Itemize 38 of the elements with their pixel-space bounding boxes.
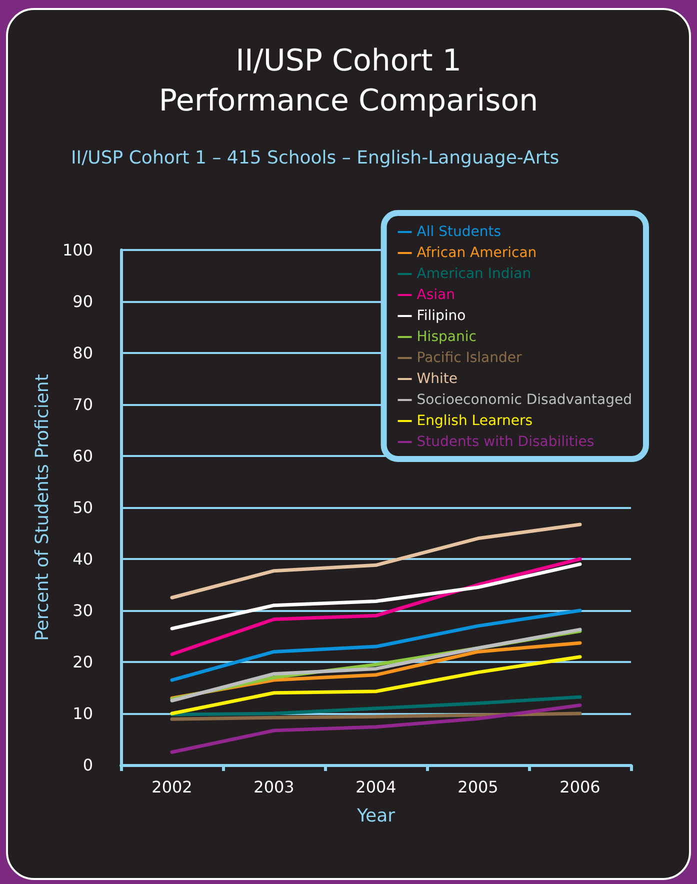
legend-label: Asian [416,287,456,303]
x-axis-title: Year [356,806,396,826]
line-series [170,522,582,600]
legend-label: White [416,371,458,387]
y-tick-label: 10 [72,704,93,723]
y-tick-label: 70 [72,395,93,414]
line-series [170,562,582,630]
y-axis-title: Percent of Students Proficient [32,374,54,641]
legend-label: All Students [416,224,502,240]
x-tick-label: 2004 [356,778,396,796]
line-series [170,655,582,716]
x-tick-label: 2003 [254,778,294,796]
y-tick-label: 20 [72,652,93,672]
y-tick-label: 60 [72,446,93,466]
line-series [170,557,582,656]
legend-label: Hispanic [416,329,476,345]
y-tick-label: 0 [82,756,93,774]
chart-subtitle: II/USP Cohort 1 – 415 Schools – English-Language-Arts [71,148,560,168]
x-tick-label: 2006 [560,778,600,796]
legend-label: African American [416,245,537,261]
y-tick-label: 90 [72,292,93,311]
legend-label: Socioeconomic Disadvantaged [416,392,632,408]
x-tick-label: 2002 [152,778,192,796]
x-tick-label: 2005 [458,778,498,796]
y-tick-label: 100 [62,240,93,260]
legend-label: Filipino [416,308,466,324]
line-series [170,608,582,682]
y-tick-label: 50 [72,498,93,517]
legend-label: English Learners [416,413,533,429]
legend-label: Pacific Islander [416,350,522,366]
chart-title: II/USP Cohort 1 Performance Comparison [158,44,538,118]
line-series [170,695,582,716]
y-tick-label: 40 [72,550,93,568]
line-series [170,704,582,754]
y-tick-label: 30 [72,601,93,620]
legend-label: Students with Disabilities [416,434,594,450]
legend-label: American Indian [416,266,532,282]
y-tick-label: 80 [72,344,93,362]
